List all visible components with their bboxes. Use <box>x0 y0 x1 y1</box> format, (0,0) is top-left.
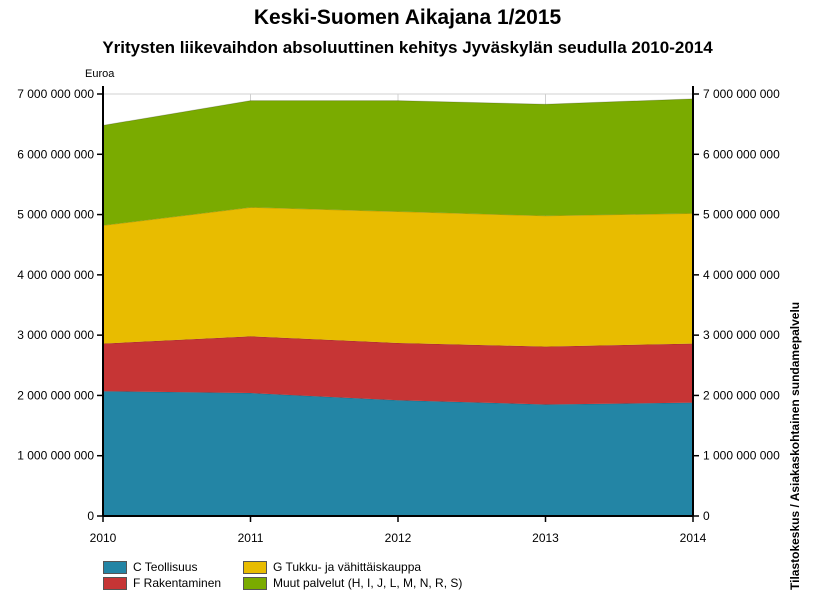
y-tick-label-right: 6 000 000 000 <box>703 147 780 161</box>
x-tick-label: 2010 <box>90 531 117 545</box>
legend-item: F Rakentaminen <box>103 576 221 590</box>
area-series-edge-4 <box>102 98 694 126</box>
legend-item: G Tukku- ja vähittäiskauppa <box>243 560 421 574</box>
legend-item: C Teollisuus <box>103 560 197 574</box>
chart-subtitle: Yritysten liikevaihdon absoluuttinen keh… <box>102 38 713 57</box>
y-tick-label-left: 6 000 000 000 <box>17 147 94 161</box>
y-tick-label-right: 0 <box>703 509 710 523</box>
y-tick-label-left: 5 000 000 000 <box>17 208 94 222</box>
area-series-3 <box>103 207 693 347</box>
y-tick-label-right: 3 000 000 000 <box>703 328 780 342</box>
chart-title: Keski-Suomen Aikajana 1/2015 <box>253 6 562 29</box>
y-tick-label-left: 1 000 000 000 <box>17 449 94 463</box>
legend-label: C Teollisuus <box>133 560 198 574</box>
area-series-1 <box>103 391 693 516</box>
legend-swatch <box>243 560 267 574</box>
y-tick-label-left: 3 000 000 000 <box>17 328 94 342</box>
area-series-2 <box>103 336 693 405</box>
x-tick-label: 2014 <box>680 531 707 545</box>
legend-label: Muut palvelut (H, I, J, L, M, N, R, S) <box>273 576 463 590</box>
source-label: Tilastokeskus / Asiakaskohtainen sundame… <box>788 301 802 590</box>
y-tick-label-right: 2 000 000 000 <box>703 388 780 402</box>
y-tick-label-left: 7 000 000 000 <box>17 87 94 101</box>
legend-item: Muut palvelut (H, I, J, L, M, N, R, S) <box>243 576 462 590</box>
legend-swatch <box>243 576 267 590</box>
legend-swatch <box>103 576 127 590</box>
x-tick-label: 2013 <box>532 531 559 545</box>
y-tick-label-left: 4 000 000 000 <box>17 268 94 282</box>
legend-swatch <box>103 560 127 574</box>
y-tick-label-left: 0 <box>87 509 94 523</box>
y-tick-label-right: 5 000 000 000 <box>703 208 780 222</box>
x-tick-label: 2011 <box>238 531 264 545</box>
y-tick-label-right: 7 000 000 000 <box>703 87 780 101</box>
y-tick-label-right: 1 000 000 000 <box>703 449 780 463</box>
area-series-4 <box>103 98 693 226</box>
y-tick-label-left: 2 000 000 000 <box>17 388 94 402</box>
y-tick-label-right: 4 000 000 000 <box>703 268 780 282</box>
legend-label: F Rakentaminen <box>133 576 222 590</box>
x-tick-label: 2012 <box>385 531 412 545</box>
y-axis-unit-label: Euroa <box>85 68 115 80</box>
legend-label: G Tukku- ja vähittäiskauppa <box>273 560 422 574</box>
